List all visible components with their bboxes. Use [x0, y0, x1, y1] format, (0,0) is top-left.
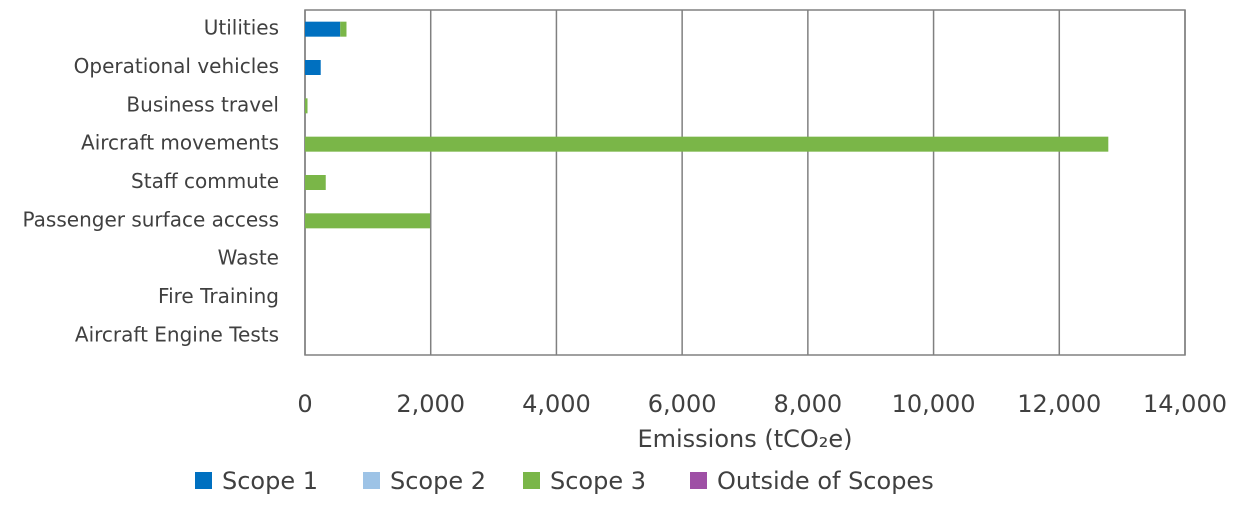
y-tick-label: Operational vehicles — [74, 54, 279, 78]
legend-label: Scope 2 — [390, 467, 486, 495]
legend-label: Scope 1 — [222, 467, 318, 495]
x-tick-label: 6,000 — [648, 390, 717, 418]
legend-label: Outside of Scopes — [717, 467, 934, 495]
bar-segment — [305, 136, 1109, 152]
x-tick-label: 12,000 — [1017, 390, 1101, 418]
legend-swatch — [363, 472, 380, 489]
bar-segment — [305, 213, 431, 229]
y-tick-label: Fire Training — [158, 284, 279, 308]
x-tick-label: 10,000 — [892, 390, 976, 418]
legend-swatch — [523, 472, 540, 489]
legend-label: Scope 3 — [550, 467, 646, 495]
plot-border — [304, 9, 1186, 356]
y-tick-label: Aircraft movements — [81, 131, 279, 155]
x-axis-title: Emissions (tCO₂e) — [637, 425, 852, 453]
x-tick-label: 4,000 — [522, 390, 591, 418]
bar-segment — [340, 21, 347, 37]
y-tick-label: Staff commute — [131, 169, 279, 193]
x-tick-label: 8,000 — [773, 390, 842, 418]
bar-segment — [305, 98, 308, 114]
y-tick-label: Aircraft Engine Tests — [75, 322, 279, 346]
bar-segment — [305, 60, 321, 75]
bar-segment — [305, 175, 326, 190]
y-tick-label: Waste — [218, 246, 279, 270]
x-tick-label: 14,000 — [1143, 390, 1227, 418]
y-tick-label: Passenger surface access — [23, 207, 279, 231]
x-tick-label: 2,000 — [396, 390, 465, 418]
bar-segment — [305, 21, 341, 37]
y-tick-label: Business travel — [126, 92, 279, 116]
legend-swatch — [195, 472, 212, 489]
x-tick-label: 0 — [297, 390, 312, 418]
y-tick-label: Utilities — [204, 16, 279, 40]
legend-swatch — [690, 472, 707, 489]
